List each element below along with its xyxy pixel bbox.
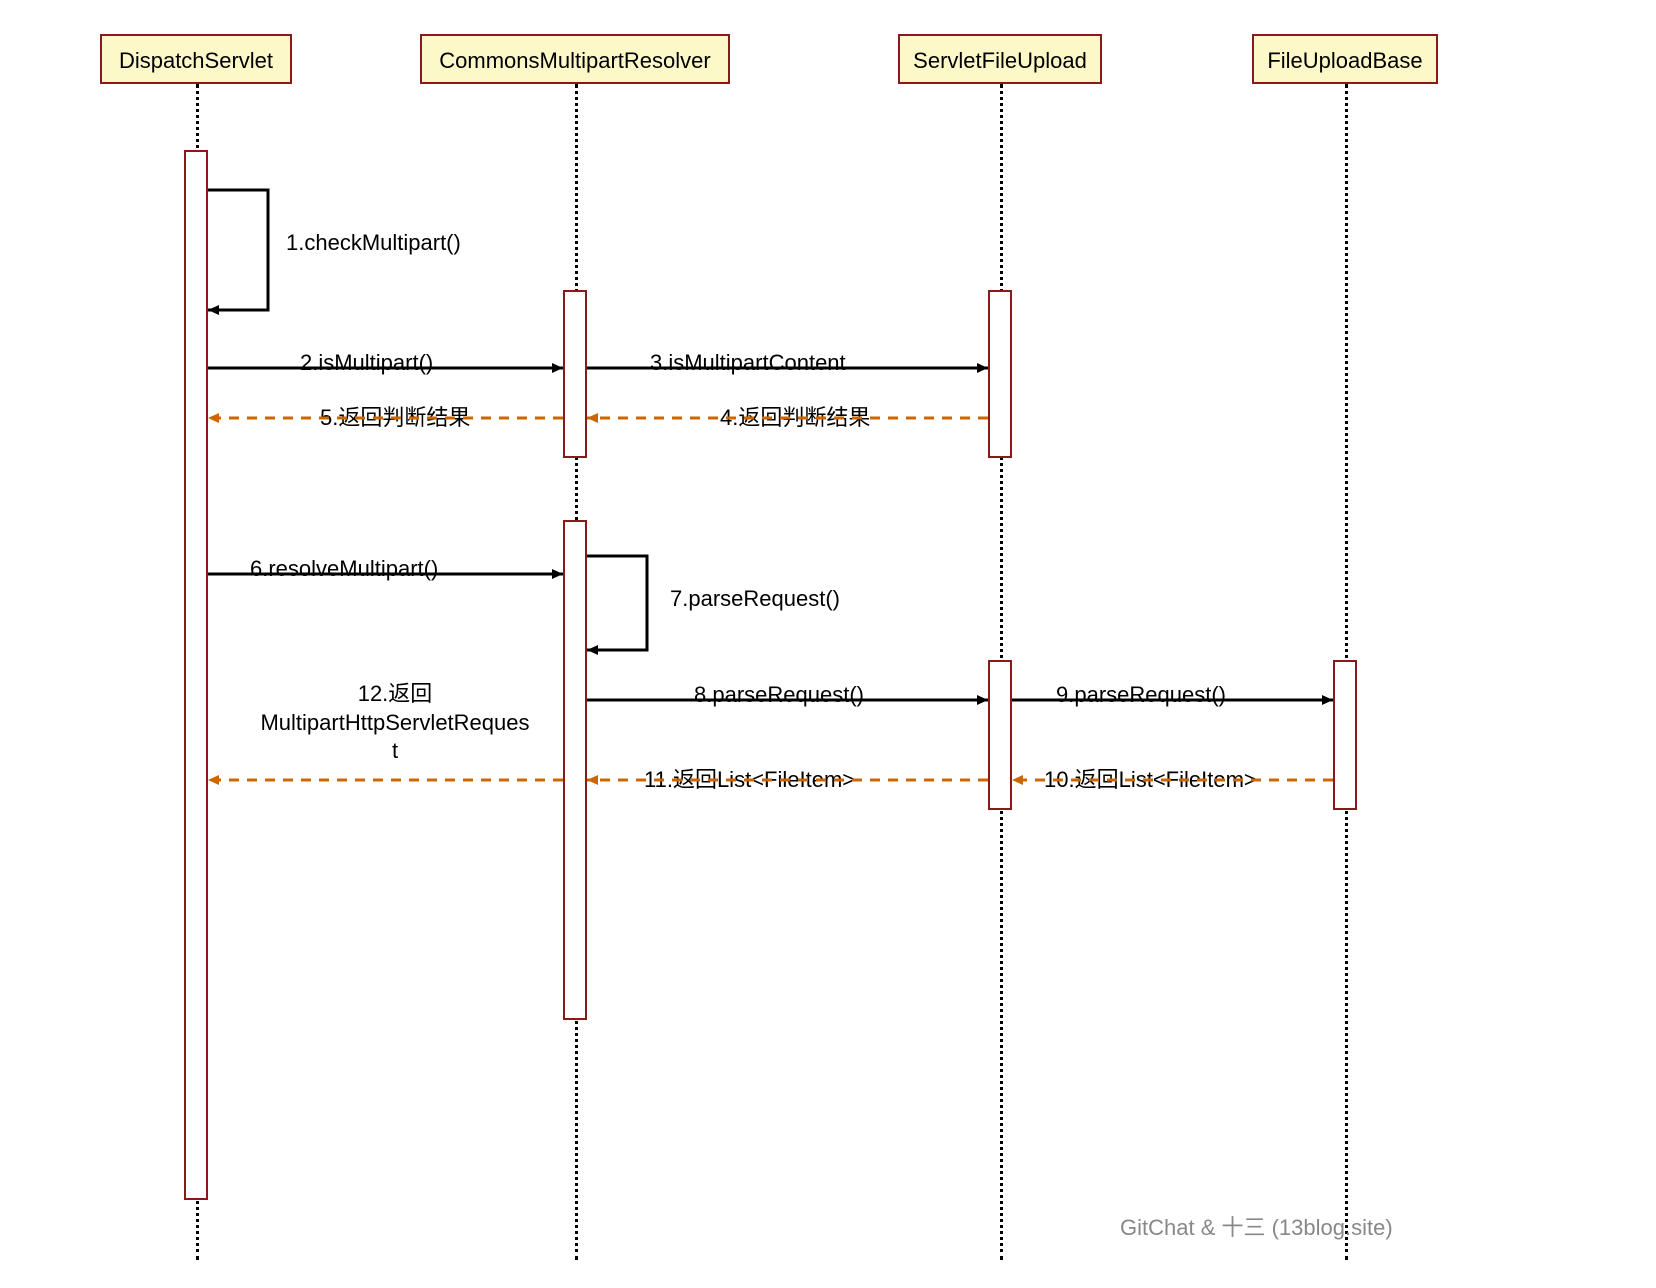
activation-6 [1333,660,1357,810]
sequence-diagram-canvas: DispatchServlet CommonsMultipartResolver S… [0,0,1656,1288]
message-label-5: 5.返回判断结果 [320,400,470,432]
message-label-2: 2.isMultipart() [300,350,433,376]
message-label-8: 8.parseRequest() [694,682,864,708]
message-label-12: 12.返回MultipartHttpServletRequest [240,680,550,766]
watermark-text: GitChat & 十三 (13blog.site) [1120,1210,1393,1242]
activation-1 [184,150,208,1200]
message-label-4: 4.返回判断结果 [720,400,870,432]
arrows-overlay [0,0,1656,1288]
participant-p3: ServletFileUpload [898,34,1102,84]
message-label-3: 3.isMultipartContent [650,350,846,376]
activation-2 [563,290,587,458]
participant-p4: FileUploadBase [1252,34,1438,84]
message-label-11: 11.返回List<FileItem> [644,762,855,794]
participant-p1: DispatchServlet [100,34,292,84]
message-label-9: 9.parseRequest() [1056,682,1226,708]
message-label-7: 7.parseRequest() [670,586,840,612]
message-label-10: 10.返回List<FileItem> [1044,762,1257,794]
activation-3 [988,290,1012,458]
message-label-6: 6.resolveMultipart() [250,556,438,582]
participant-p2: CommonsMultipartResolver [420,34,730,84]
activation-5 [988,660,1012,810]
message-label-1: 1.checkMultipart() [286,230,461,256]
activation-4 [563,520,587,1020]
